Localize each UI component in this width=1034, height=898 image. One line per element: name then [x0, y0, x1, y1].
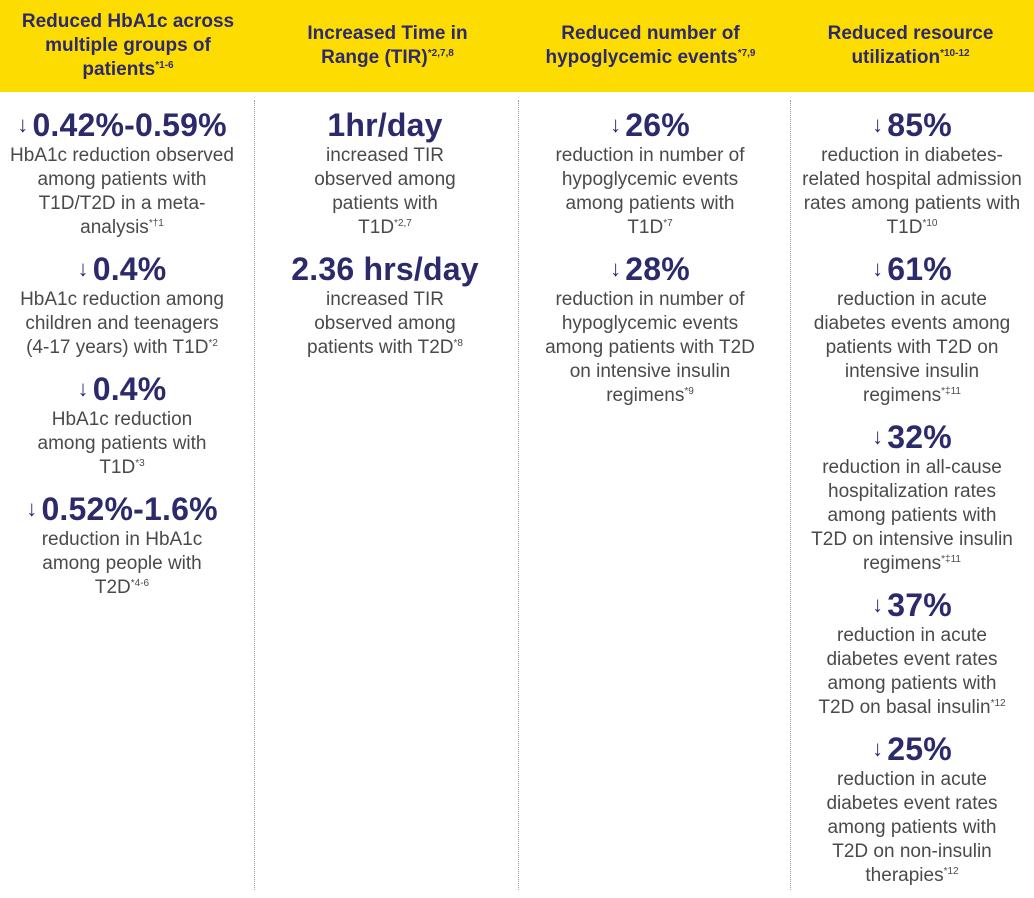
stat-description: reduction in HbA1c among people with T2D…: [41, 529, 203, 598]
stat-item: ↓ 0.4% HbA1c reduction among patients wit…: [0, 370, 244, 480]
down-arrow-icon: ↓: [77, 376, 89, 401]
stat-item: 2.36 hrs/day increased TIR observed amon…: [270, 250, 500, 360]
stat-description: reduction in acute diabetes event rates …: [818, 625, 1006, 718]
stat-item: ↓ 0.52%-1.6% reduction in HbA1c among peo…: [0, 490, 244, 600]
stat-value: ↓ 0.52%-1.6%: [26, 491, 218, 527]
header-bar: Reduced HbA1c across multiple groups of …: [0, 0, 1034, 92]
stat-description: reduction in diabetes-related hospital a…: [802, 145, 1022, 238]
stat-item: ↓ 25% reduction in acute diabetes event r…: [796, 730, 1028, 888]
stat-value: ↓ 85%: [872, 107, 952, 143]
down-arrow-icon: ↓: [610, 112, 622, 137]
stat-description: HbA1c reduction observed among patients …: [10, 145, 234, 238]
down-arrow-icon: ↓: [610, 256, 622, 281]
stat-item: ↓ 26% reduction in number of hypoglycemic…: [535, 106, 765, 240]
stat-description: reduction in number of hypoglycemic even…: [545, 289, 755, 406]
header-tir: Increased Time in Range (TIR)*2,7,8: [307, 23, 468, 68]
column-tir: 1hr/day increased TIR observed among pat…: [270, 106, 500, 370]
down-arrow-icon: ↓: [872, 424, 884, 449]
stat-value: ↓ 28%: [610, 251, 690, 287]
stat-value: 1hr/day: [327, 107, 443, 143]
stat-value: ↓ 0.4%: [77, 371, 167, 407]
down-arrow-icon: ↓: [872, 112, 884, 137]
stat-item: ↓ 28% reduction in number of hypoglycemic…: [535, 250, 765, 408]
stat-item: ↓ 0.42%-0.59% HbA1c reduction observed am…: [0, 106, 244, 240]
stat-value: ↓ 37%: [872, 587, 952, 623]
stat-description: HbA1c reduction among patients with T1D*…: [37, 409, 207, 478]
stat-item: ↓ 0.4% HbA1c reduction among children and…: [0, 250, 244, 360]
down-arrow-icon: ↓: [17, 112, 29, 137]
down-arrow-icon: ↓: [77, 256, 89, 281]
stat-description: reduction in all-cause hospitalization r…: [811, 457, 1013, 574]
stat-value: 2.36 hrs/day: [291, 251, 479, 287]
stat-value: ↓ 26%: [610, 107, 690, 143]
column-divider: [790, 100, 791, 890]
header-hypoglycemic: Reduced number of hypoglycemic events*7,…: [545, 23, 756, 68]
column-hba1c: ↓ 0.42%-0.59% HbA1c reduction observed am…: [0, 106, 244, 610]
header-hba1c: Reduced HbA1c across multiple groups of …: [21, 11, 235, 80]
stat-description: increased TIR observed among patients wi…: [314, 145, 456, 238]
stat-value: ↓ 25%: [872, 731, 952, 767]
stat-value: ↓ 0.4%: [77, 251, 167, 287]
header-resource: Reduced resource utilization*10-12: [827, 23, 994, 68]
down-arrow-icon: ↓: [872, 256, 884, 281]
column-resource: ↓ 85% reduction in diabetes-related hospi…: [796, 106, 1028, 898]
stat-item: ↓ 37% reduction in acute diabetes event r…: [796, 586, 1028, 720]
stat-value: ↓ 0.42%-0.59%: [17, 107, 227, 143]
stat-value: ↓ 32%: [872, 419, 952, 455]
stat-item: 1hr/day increased TIR observed among pat…: [270, 106, 500, 240]
stat-description: reduction in number of hypoglycemic even…: [555, 145, 745, 238]
stat-value: ↓ 61%: [872, 251, 952, 287]
stat-item: ↓ 32% reduction in all-cause hospitalizat…: [796, 418, 1028, 576]
stat-description: reduction in acute diabetes events among…: [813, 289, 1011, 406]
stat-item: ↓ 61% reduction in acute diabetes events …: [796, 250, 1028, 408]
down-arrow-icon: ↓: [872, 592, 884, 617]
column-divider: [518, 100, 519, 890]
down-arrow-icon: ↓: [872, 736, 884, 761]
column-hypoglycemic: ↓ 26% reduction in number of hypoglycemic…: [535, 106, 765, 418]
stat-item: ↓ 85% reduction in diabetes-related hospi…: [796, 106, 1028, 240]
stat-description: increased TIR observed among patients wi…: [307, 289, 463, 358]
column-divider: [254, 100, 255, 890]
stat-description: reduction in acute diabetes event rates …: [826, 769, 998, 886]
down-arrow-icon: ↓: [26, 496, 38, 521]
stat-description: HbA1c reduction among children and teena…: [20, 289, 224, 358]
